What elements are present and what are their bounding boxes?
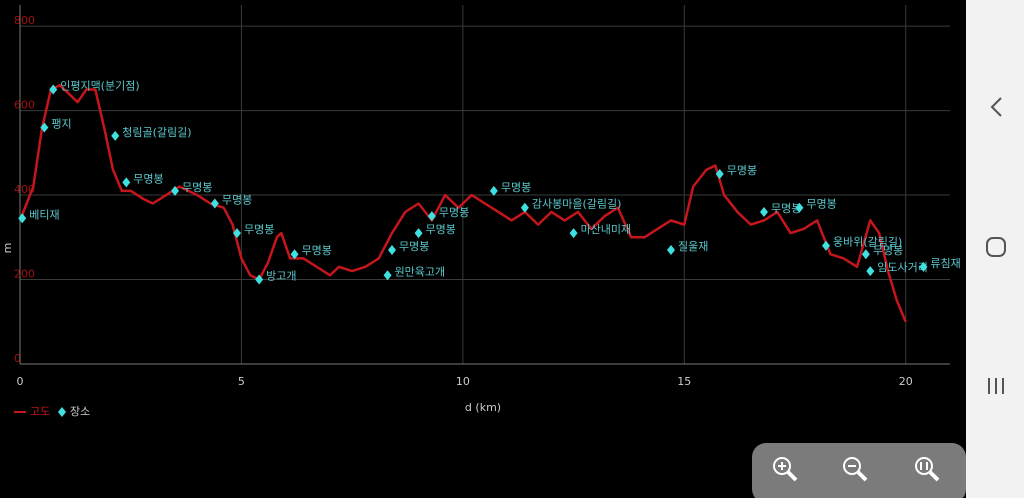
- place-label: 인평지맥(분기점): [60, 79, 139, 92]
- place-label: 무명봉: [501, 181, 531, 194]
- y-tick-label: 800: [14, 14, 35, 27]
- place-marker: [427, 211, 436, 222]
- place-label: 무명봉: [182, 181, 212, 194]
- place-label: 팽지: [51, 117, 71, 130]
- x-tick-label: 5: [238, 375, 245, 388]
- x-tick-label: 20: [899, 375, 913, 388]
- place-label: 베티재: [29, 208, 59, 221]
- background: [0, 0, 966, 498]
- place-marker: [715, 168, 724, 179]
- place-label: 마산내미재: [581, 223, 632, 236]
- y-tick-label: 600: [14, 99, 35, 112]
- place-marker: [18, 213, 27, 224]
- back-button[interactable]: [990, 97, 1002, 117]
- place-label: 방고개: [266, 270, 296, 283]
- place-label: 무명봉: [873, 244, 903, 257]
- place-label: 청림골(갈림길): [122, 125, 191, 139]
- place-marker: [171, 185, 179, 196]
- y-tick-label: 200: [14, 268, 35, 281]
- place-marker: [520, 202, 529, 213]
- place-marker: [569, 228, 578, 239]
- place-marker: [233, 228, 241, 239]
- x-axis-label: d (km): [465, 401, 501, 414]
- place-label: 임도사거리: [877, 261, 928, 274]
- x-tick-label: 15: [677, 375, 691, 388]
- place-label: 무명봉: [244, 223, 274, 236]
- legend-label: 고도: [30, 405, 50, 418]
- y-axis-label: m: [1, 243, 14, 254]
- place-label: 감사봉마을(갈림길): [532, 197, 622, 211]
- place-marker: [414, 228, 423, 239]
- place-label: 무명봉: [439, 206, 469, 219]
- place-label: 무명봉: [133, 172, 163, 185]
- place-marker: [861, 249, 870, 260]
- place-label: 무명봉: [426, 223, 456, 236]
- zoom-bar: [752, 443, 966, 498]
- legend-marker: [58, 407, 66, 417]
- place-label: 류침재: [930, 257, 960, 270]
- place-marker: [290, 249, 299, 260]
- place-label: 무명봉: [771, 202, 801, 215]
- place-marker: [40, 122, 49, 133]
- x-tick-label: 10: [456, 375, 470, 388]
- place-marker: [383, 270, 392, 281]
- place-label: 웅바위(갈림길): [833, 235, 902, 249]
- place-label: 무명봉: [727, 164, 757, 177]
- zoom-out-button[interactable]: [843, 457, 868, 482]
- place-marker: [760, 206, 768, 217]
- place-marker: [919, 261, 928, 272]
- x-tick-label: 0: [17, 375, 24, 388]
- place-marker: [111, 130, 120, 141]
- place-label: 무명봉: [806, 198, 836, 211]
- recents-button[interactable]: [988, 378, 1004, 394]
- place-marker: [255, 274, 264, 285]
- place-marker: [866, 266, 875, 277]
- place-marker: [210, 198, 219, 209]
- place-label: 무명봉: [399, 240, 429, 253]
- y-tick-label: 0: [14, 352, 21, 365]
- zoom-reset-button[interactable]: [915, 457, 940, 482]
- zoom-in-button[interactable]: [773, 457, 798, 482]
- place-label: 원만육고개: [395, 265, 446, 278]
- place-label: 무명봉: [222, 194, 252, 207]
- place-label: 질울재: [678, 240, 708, 253]
- place-marker: [122, 177, 131, 188]
- home-button[interactable]: [986, 237, 1006, 257]
- place-marker: [49, 84, 58, 95]
- place-marker: [795, 202, 804, 213]
- legend-label: 장소: [70, 405, 90, 418]
- place-label: 무명봉: [302, 244, 332, 257]
- place-marker: [388, 244, 396, 255]
- place-marker: [822, 240, 830, 251]
- nav-bar: [966, 0, 1024, 498]
- place-marker: [667, 244, 675, 255]
- place-marker: [489, 185, 498, 196]
